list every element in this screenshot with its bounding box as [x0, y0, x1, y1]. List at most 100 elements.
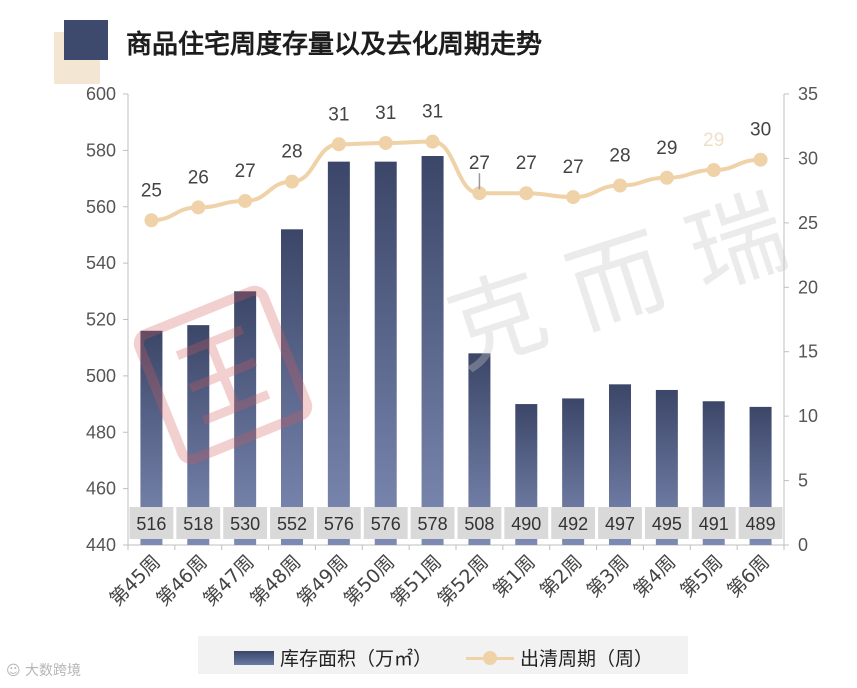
bar-value-labels: 516 518 530 552 576 576 578 508 490 492 497 495 491 4… — [129, 507, 783, 539]
x-tick-label: 第50周 — [340, 551, 400, 611]
line-point — [706, 163, 721, 178]
bar-label-bg — [457, 507, 502, 539]
left-tick-label: 440 — [86, 535, 116, 555]
line-point — [331, 137, 346, 152]
line-value-label: 27 — [516, 153, 537, 174]
legend: 库存面积（万㎡） 出清周期（周） — [198, 636, 688, 674]
x-tick-label: 第1周 — [489, 551, 540, 602]
right-axis: 0 5 10 15 20 25 30 35 — [783, 84, 818, 555]
source-text: 大数跨境 — [25, 663, 82, 679]
line-value-label: 31 — [375, 103, 396, 124]
legend-item-line: 出清周期（周） — [466, 644, 653, 671]
bar — [468, 353, 491, 545]
bar-value-label: 576 — [371, 514, 401, 534]
line-value-labels: 25 26 27 28 31 31 31 27 27 27 28 29 29 30 — [141, 102, 771, 202]
bar-label-bg — [644, 507, 689, 539]
line-value-label: 27 — [469, 153, 490, 174]
line-value-label: 28 — [609, 145, 630, 166]
bar-value-label: 489 — [746, 514, 776, 534]
bar-label-bg — [270, 507, 314, 539]
x-tick-label: 第6周 — [723, 551, 774, 602]
right-tick-label: 35 — [798, 84, 818, 104]
x-tick-label: 第2周 — [536, 551, 587, 602]
bar — [281, 229, 303, 546]
x-tick-label: 第47周 — [199, 551, 259, 611]
x-tick-label: 第49周 — [293, 551, 353, 611]
bar-label-bg — [129, 507, 174, 539]
line-point — [238, 193, 253, 208]
right-tick-label: 30 — [798, 148, 818, 168]
line-value-label: 27 — [235, 161, 256, 182]
bar-value-label: 492 — [558, 514, 588, 534]
bar-label-bg — [691, 507, 736, 539]
line-point — [425, 134, 440, 149]
x-tick-label: 第3周 — [583, 551, 634, 602]
line-point — [659, 170, 674, 185]
bar — [140, 330, 163, 545]
x-axis-labels: 第45周第46周第47周第48周第49周第50周第51周第52周第1周第2周第3… — [105, 551, 774, 611]
bar — [421, 156, 444, 545]
bar — [609, 384, 631, 545]
bar-value-label: 530 — [230, 514, 260, 534]
bar — [187, 325, 210, 545]
bar-value-label: 518 — [183, 514, 213, 534]
line-point — [566, 190, 581, 205]
bar-value-label: 508 — [464, 514, 494, 534]
right-tick-label: 15 — [798, 342, 818, 362]
source-label: ☺ 大数跨境 — [6, 660, 81, 680]
bar-value-label: 576 — [324, 514, 354, 534]
line-value-label: 27 — [563, 157, 584, 178]
bar-label-bg — [504, 507, 549, 539]
left-tick-label: 580 — [86, 140, 116, 160]
bar-value-label: 516 — [136, 514, 166, 534]
left-tick-label: 460 — [86, 479, 116, 499]
line-value-label: 29 — [656, 138, 677, 159]
legend-line-label: 出清周期（周） — [520, 648, 654, 670]
bar-value-label: 552 — [277, 514, 307, 534]
line-value-label: 31 — [328, 104, 349, 125]
x-tick-label: 第48周 — [246, 551, 306, 611]
bar-label-bg — [223, 507, 268, 539]
source-icon: ☺ — [6, 663, 26, 679]
line-point — [613, 178, 627, 193]
x-tick-label: 第51周 — [387, 551, 447, 611]
bar — [655, 389, 678, 545]
left-tick-label: 560 — [86, 197, 116, 217]
chart-title-area: 商品住宅周度存量以及去化周期走势 — [54, 16, 654, 84]
bar — [327, 161, 350, 545]
bar-value-label: 578 — [418, 514, 448, 534]
line-value-label: 28 — [281, 142, 302, 163]
line-point — [191, 200, 206, 215]
left-tick-label: 540 — [86, 253, 116, 273]
chart-title: 商品住宅周度存量以及去化周期走势 — [126, 30, 543, 60]
legend-item-bar: 库存面积（万㎡） — [234, 644, 432, 671]
left-tick-label: 520 — [86, 310, 116, 330]
left-tick-label: 500 — [86, 366, 116, 386]
bar-label-bg — [598, 507, 642, 539]
bar — [234, 291, 257, 545]
bar-value-label: 490 — [511, 514, 541, 534]
line-point — [753, 152, 768, 167]
title-block — [64, 20, 108, 60]
line-value-label: 25 — [141, 180, 162, 201]
right-tick-label: 25 — [798, 213, 818, 233]
legend-bar-swatch — [234, 650, 274, 665]
watermark-stamp — [125, 277, 320, 472]
bar-label-bg — [316, 507, 361, 539]
line-value-label: 30 — [750, 120, 771, 141]
legend-line-swatch — [466, 648, 514, 668]
line-point — [472, 186, 487, 201]
right-tick-label: 20 — [798, 277, 818, 297]
left-axis: 440 460 480 500 520 540 560 580 600 — [86, 84, 785, 555]
bar — [374, 161, 397, 545]
bar-value-label: 491 — [699, 514, 729, 534]
x-tick-label: 第4周 — [629, 551, 680, 602]
bar-label-bg — [738, 507, 783, 539]
line-point — [378, 135, 393, 150]
left-tick-label: 480 — [86, 422, 116, 442]
x-tick-label: 第5周 — [676, 551, 727, 602]
line-path — [151, 139, 761, 223]
x-tick-label: 第45周 — [105, 551, 165, 611]
legend-bar-label: 库存面积（万㎡） — [280, 648, 433, 670]
